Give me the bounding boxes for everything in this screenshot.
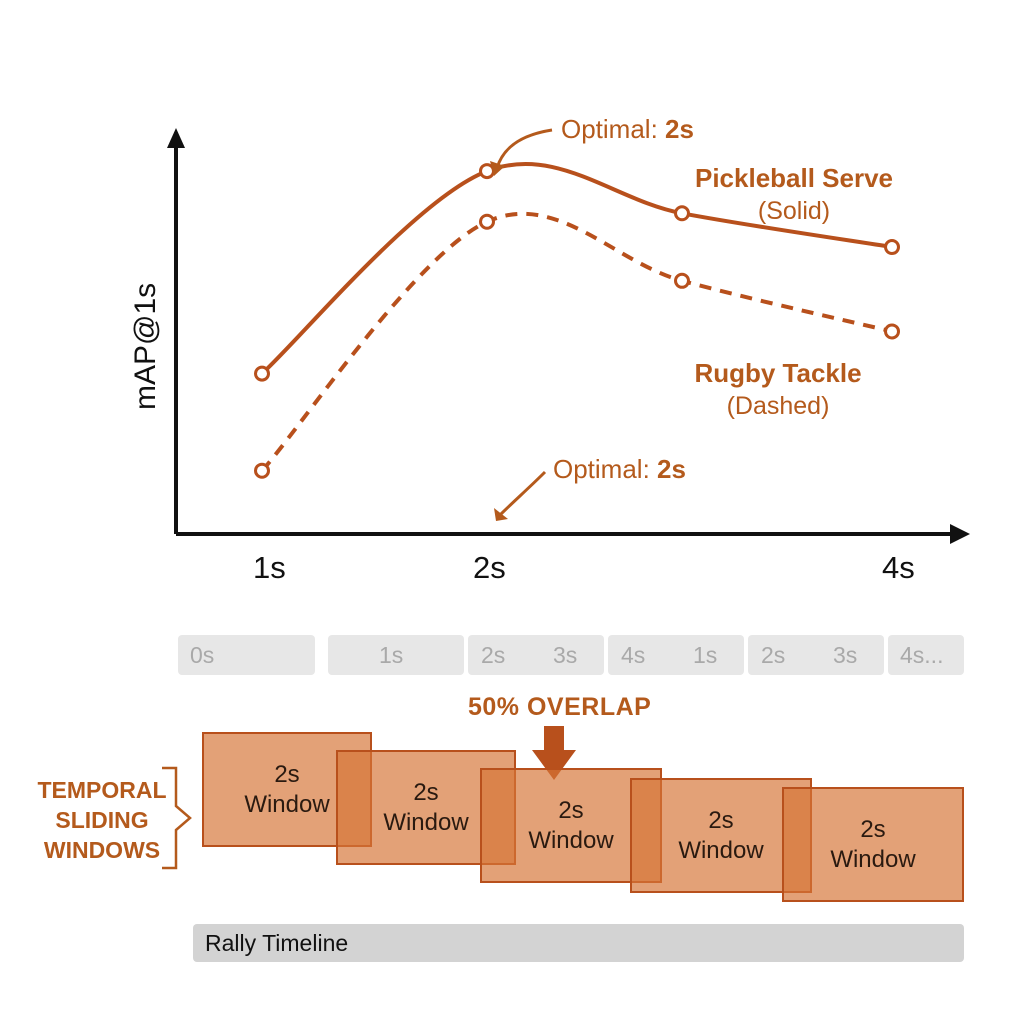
ruler-label: 4s...: [900, 642, 944, 668]
series-line-pickleball: [260, 161, 893, 376]
window-label: Window: [528, 826, 614, 854]
data-point: [674, 205, 690, 222]
bracket-icon: [162, 766, 192, 870]
annotation-value: 2s: [657, 454, 686, 484]
y-axis-label: mAP@1s: [129, 283, 162, 410]
data-point: [479, 213, 495, 230]
series-name-rugby: Rugby Tackle: [694, 358, 861, 388]
data-point: [254, 462, 270, 479]
ruler-segment: 4s...: [888, 635, 964, 675]
window-duration: 2s: [558, 796, 584, 824]
ruler-label: 2s: [761, 642, 786, 668]
ruler-label: 1s: [693, 642, 718, 668]
annotation-arrow: [495, 128, 553, 169]
svg-text:Optimal: 2s: Optimal: 2s: [553, 454, 686, 484]
annotation-prefix: Optimal:: [553, 454, 657, 484]
annotation-arrowhead: [490, 161, 505, 176]
side-label-line: SLIDING: [55, 807, 149, 833]
series-line-rugby: [260, 211, 893, 473]
rally-timeline-label: Rally Timeline: [205, 930, 349, 956]
side-label-line: TEMPORAL: [37, 777, 167, 803]
series-style-rugby: (Dashed): [727, 392, 830, 420]
window-label: Window: [830, 845, 916, 873]
ruler-label: 1s: [379, 642, 404, 668]
ruler-segment: 2s 3s: [748, 635, 884, 675]
x-axis-arrow: [950, 524, 970, 544]
ruler-label: 3s: [553, 642, 578, 668]
down-arrow-icon: [532, 726, 576, 780]
window-label: Window: [244, 790, 330, 818]
x-tick-label: 1s: [253, 550, 286, 585]
window-duration: 2s: [413, 778, 439, 806]
window-label: Window: [383, 808, 469, 836]
data-point: [254, 365, 270, 382]
annotation-optimal-top: Optimal: 2s: [490, 114, 694, 176]
window-duration: 2s: [860, 815, 886, 843]
data-point: [884, 323, 900, 340]
ruler-segment: 1s: [328, 635, 464, 675]
annotation-optimal-bottom: Optimal: 2s: [494, 454, 686, 521]
x-tick-label: 4s: [882, 550, 915, 585]
series-layer: [254, 161, 900, 479]
ruler-label: 4s: [621, 642, 646, 668]
ruler-segment: 0s: [178, 635, 315, 675]
data-point: [674, 272, 690, 289]
x-tick-label: 2s: [473, 550, 506, 585]
annotation-value: 2s: [665, 114, 694, 144]
window-duration: 2s: [274, 760, 300, 788]
window-box: 2s Window: [630, 778, 812, 893]
window-box: 2s Window: [782, 787, 964, 902]
side-label: TEMPORAL SLIDING WINDOWS: [32, 775, 172, 865]
svg-text:Optimal: 2s: Optimal: 2s: [561, 114, 694, 144]
rally-timeline-bar: Rally Timeline: [193, 924, 964, 962]
annotation-arrow: [498, 470, 547, 517]
window-label: Window: [678, 836, 764, 864]
series-style-pickleball: (Solid): [758, 197, 830, 225]
annotation-prefix: Optimal:: [561, 114, 665, 144]
series-name-pickleball: Pickleball Serve: [695, 163, 893, 193]
ruler-segment: 4s 1s: [608, 635, 744, 675]
overlap-label: 50% OVERLAP: [468, 693, 652, 721]
data-point: [884, 239, 900, 256]
y-axis-arrow: [167, 128, 185, 148]
ruler-label: 3s: [833, 642, 858, 668]
side-label-line: WINDOWS: [43, 837, 161, 863]
ruler-label: 2s: [481, 642, 506, 668]
chart: mAP@1s 1s 2s 4s Pickleball Serve (Solid)…: [129, 114, 970, 585]
ruler-label: 0s: [190, 642, 215, 668]
window-duration: 2s: [708, 806, 734, 834]
ruler-segment: 2s 3s: [468, 635, 604, 675]
annotation-arrowhead: [494, 508, 508, 521]
